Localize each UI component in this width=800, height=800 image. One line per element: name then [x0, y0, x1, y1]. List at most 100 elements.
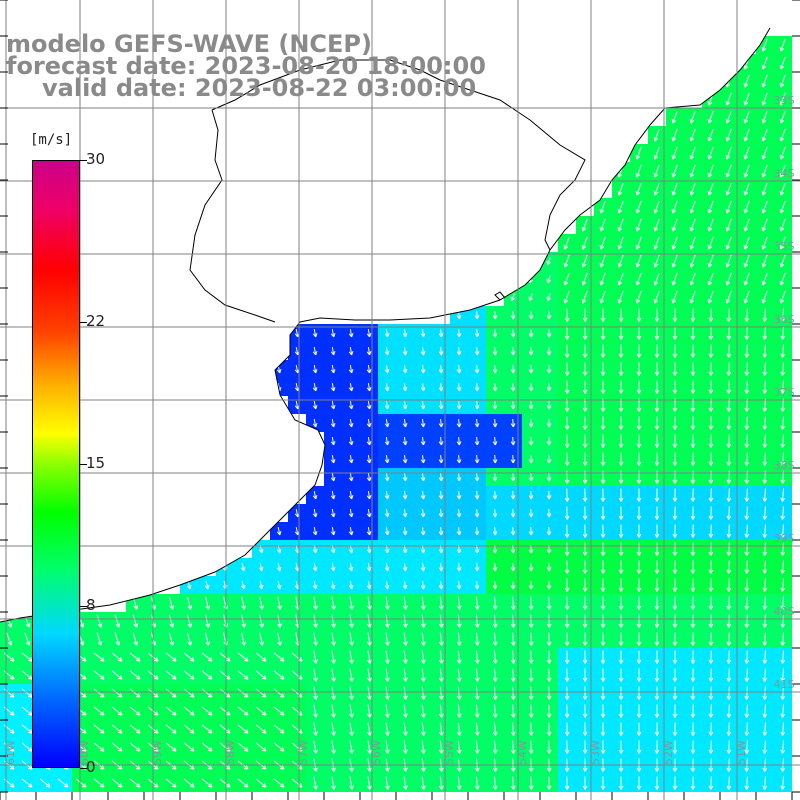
- wind-arrow: [474, 418, 480, 428]
- wind-arrow: [762, 596, 768, 610]
- wind-arrow: [762, 380, 768, 394]
- wind-arrow: [780, 722, 786, 736]
- wind-arrow: [528, 704, 534, 718]
- wind-arrow: [582, 506, 588, 520]
- border-line: [189, 59, 586, 323]
- wind-arrow: [348, 328, 354, 338]
- wind-arrow: [456, 776, 462, 790]
- wind-arrow: [726, 614, 732, 628]
- wind-arrow: [635, 200, 642, 214]
- wind-arrow: [600, 380, 606, 394]
- wind-arrow: [618, 416, 624, 430]
- wind-arrow: [671, 272, 678, 286]
- wind-arrow: [546, 740, 552, 754]
- wind-arrow: [708, 614, 714, 628]
- wind-arrow: [510, 580, 516, 590]
- wind-arrow: [725, 272, 732, 286]
- wind-arrow: [600, 506, 606, 520]
- wind-arrow: [403, 668, 408, 682]
- wind-arrow: [492, 614, 498, 628]
- wind-arrow: [779, 128, 786, 142]
- wind-arrow: [366, 400, 372, 410]
- wind-arrow: [312, 418, 318, 428]
- wind-arrow: [420, 454, 426, 464]
- wind-arrow: [456, 580, 462, 590]
- wind-arrow: [492, 562, 498, 572]
- wind-arrow: [277, 596, 282, 610]
- wind-arrow: [654, 344, 660, 358]
- wind-arrow: [689, 236, 696, 250]
- wind-arrow: [599, 200, 606, 214]
- wind-arrow: [438, 400, 444, 410]
- wind-arrow: [421, 632, 426, 646]
- wind-arrow: [654, 614, 660, 628]
- wind-arrow: [168, 632, 175, 646]
- wind-arrow: [492, 596, 498, 610]
- wind-arrow: [510, 596, 516, 610]
- wind-arrow: [277, 632, 282, 646]
- wind-arrow: [564, 776, 570, 790]
- wind-arrow: [671, 218, 678, 232]
- wind-arrow: [510, 668, 516, 682]
- wind-arrow: [708, 596, 714, 610]
- wind-arrow: [312, 508, 318, 518]
- wind-arrow: [366, 364, 372, 374]
- longitude-labels: 61W 60W 59W 58W 57W 56W 55W 54W 53W 52W 51W: [4, 740, 748, 765]
- map-title: modelo GEFS-WAVE (NCEP): [6, 30, 372, 58]
- wind-arrow: [599, 218, 606, 232]
- wind-arrow: [367, 632, 372, 646]
- wind-arrow: [255, 742, 267, 752]
- wind-arrow: [165, 742, 177, 752]
- wind-arrow: [420, 418, 426, 428]
- wind-arrow: [600, 704, 606, 718]
- colorbar-tick-label: 8: [86, 595, 96, 614]
- wind-arrow: [6, 632, 13, 646]
- wind-arrow: [726, 416, 732, 430]
- wind-arrow: [474, 454, 480, 464]
- wind-arrow: [528, 490, 534, 500]
- wind-arrow: [492, 722, 498, 736]
- wind-arrow: [582, 596, 588, 610]
- wind-arrow: [690, 560, 696, 574]
- wind-arrow: [420, 526, 426, 536]
- wind-arrow: [384, 364, 390, 374]
- wind-arrow: [708, 380, 714, 394]
- wind-arrow: [349, 650, 354, 664]
- wind-arrow: [492, 364, 498, 374]
- wind-arrow: [474, 650, 480, 664]
- wind-arrow: [743, 182, 750, 196]
- wind-arrow: [456, 490, 462, 500]
- wind-arrow: [349, 776, 354, 790]
- wind-arrow: [600, 488, 606, 502]
- wind-arrow: [600, 632, 606, 646]
- wind-arrow: [762, 614, 768, 628]
- wind-arrow: [510, 740, 516, 754]
- wind-arrow: [636, 578, 642, 592]
- wind-arrow: [779, 236, 786, 250]
- wind-arrow: [672, 596, 678, 610]
- wind-arrow: [600, 650, 606, 664]
- wind-arrow: [259, 596, 264, 610]
- wind-direction-arrows: [3, 38, 786, 790]
- wind-arrow: [276, 580, 282, 590]
- wind-arrow: [439, 686, 444, 700]
- wind-arrow: [93, 778, 105, 788]
- wind-arrow: [313, 614, 318, 628]
- wind-arrow: [762, 506, 768, 520]
- colorbar-tick-mark: [80, 322, 87, 324]
- wind-arrow: [725, 164, 732, 178]
- wind-arrow: [456, 364, 462, 374]
- wind-arrow: [726, 380, 732, 394]
- wind-arrow: [672, 542, 678, 556]
- wind-arrow: [726, 308, 732, 322]
- wind-arrow: [636, 650, 642, 664]
- latitude-label: 37S: [774, 386, 795, 399]
- wind-arrow: [528, 472, 534, 482]
- wind-arrow: [330, 490, 336, 500]
- wind-arrow: [726, 578, 732, 592]
- wind-arrow: [761, 128, 768, 142]
- wind-arrow: [474, 328, 480, 338]
- wind-arrow: [546, 472, 552, 482]
- wind-arrow: [762, 524, 768, 538]
- wind-arrow: [779, 272, 786, 286]
